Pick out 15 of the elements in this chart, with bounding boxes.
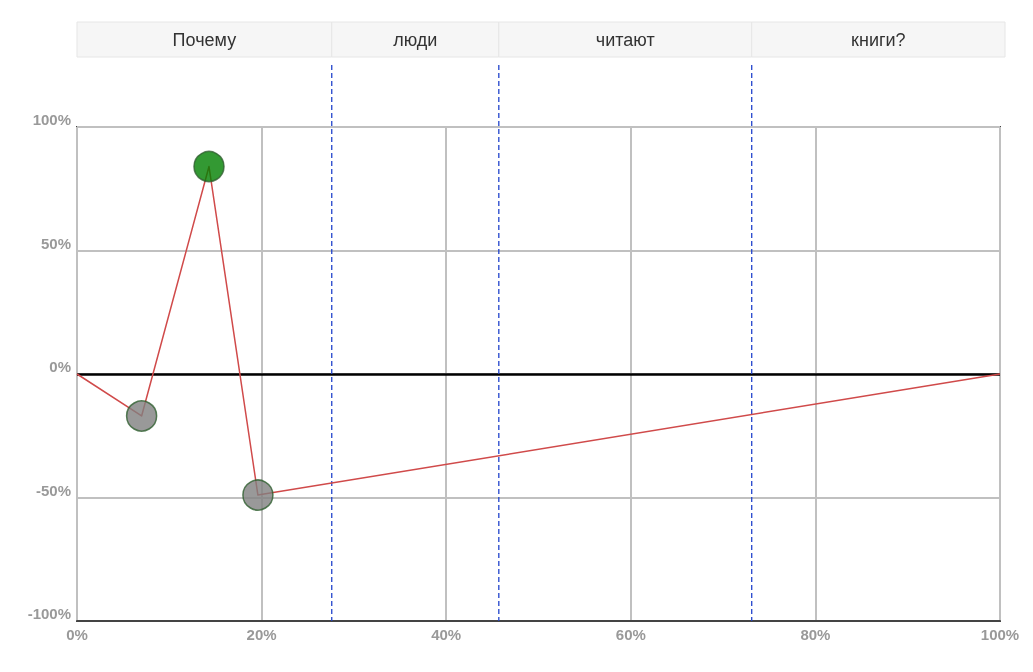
text: люди [393,29,438,50]
x-tick-label: 60% [615,626,646,643]
y-tick-label: -50% [35,481,71,499]
x-tick-label: 20% [246,626,277,643]
x-tick-label: 40% [431,626,462,643]
y-tick-label: -100% [27,605,71,622]
x-tick-label: 100% [980,626,1020,643]
y-tick-label: 100% [32,111,71,128]
text: читают [595,29,655,50]
text: книги? [851,29,906,50]
x-tick-label: 0% [66,626,88,643]
y-tick-label: 0% [49,358,71,375]
text: Почему [172,29,237,50]
x-tick-label: 80% [800,626,831,643]
y-tick-label: 50% [40,234,71,252]
